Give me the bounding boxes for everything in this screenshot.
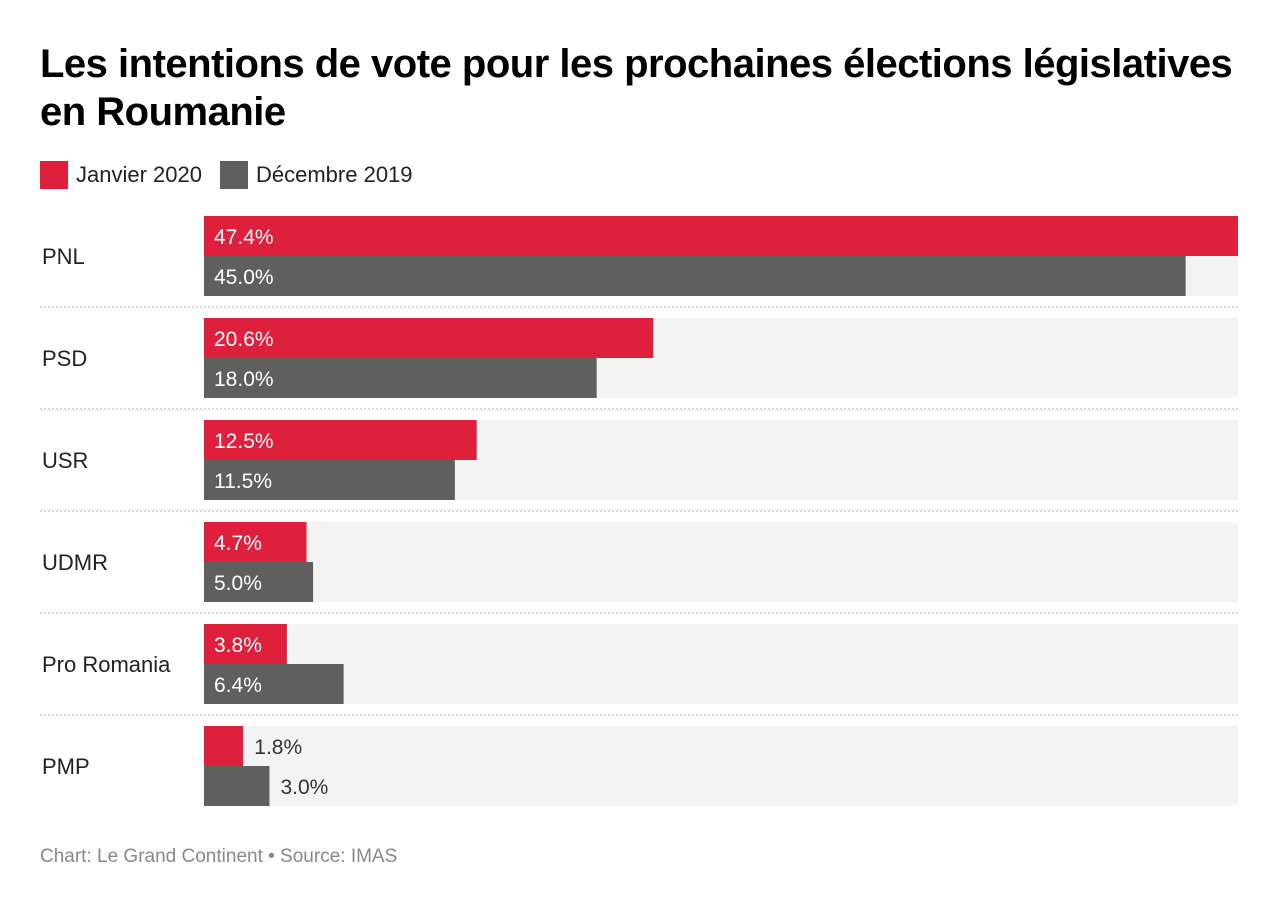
data-label: 1.8% xyxy=(254,736,302,759)
legend-label: Janvier 2020 xyxy=(76,162,202,187)
category-label: PNL xyxy=(42,244,85,269)
legend: Janvier 2020 Décembre 2019 xyxy=(40,161,431,189)
category-label: PSD xyxy=(42,346,87,371)
data-label: 3.0% xyxy=(280,776,328,799)
legend-swatch xyxy=(219,161,248,189)
data-label: 3.8% xyxy=(214,634,262,657)
bar xyxy=(204,664,344,704)
legend-item-janvier-2020: Janvier 2020 xyxy=(40,161,202,189)
legend-swatch xyxy=(40,161,68,189)
row-background xyxy=(204,624,1238,704)
data-label: 12.5% xyxy=(214,430,274,453)
chart-title: Les intentions de vote pour les prochain… xyxy=(40,42,1233,134)
category-label: PMP xyxy=(42,754,90,779)
legend-item-decembre-2019: Décembre 2019 xyxy=(219,161,413,189)
bar xyxy=(204,726,244,766)
bar xyxy=(204,766,270,806)
data-label: 20.6% xyxy=(214,328,274,351)
source-footer: Chart: Le Grand Continent • Source: IMAS xyxy=(40,846,398,867)
bar xyxy=(204,562,314,602)
bar xyxy=(204,216,1238,256)
bar xyxy=(204,318,654,358)
row-background xyxy=(204,726,1238,806)
bar xyxy=(204,256,1186,296)
data-label: 4.7% xyxy=(214,532,262,555)
bar xyxy=(204,460,455,500)
data-label: 47.4% xyxy=(214,226,274,249)
row-background xyxy=(204,522,1238,602)
data-label: 45.0% xyxy=(214,266,274,289)
bar xyxy=(204,420,477,460)
bar xyxy=(204,624,287,664)
data-label: 11.5% xyxy=(214,470,272,493)
data-label: 6.4% xyxy=(214,674,262,697)
category-label: UDMR xyxy=(42,550,108,575)
category-label: Pro Romania xyxy=(42,652,171,677)
data-label: 18.0% xyxy=(214,368,274,391)
bar xyxy=(204,358,597,398)
bar xyxy=(204,522,307,562)
legend-label: Décembre 2019 xyxy=(255,162,413,187)
data-label: 5.0% xyxy=(214,572,262,595)
category-label: USR xyxy=(42,448,88,473)
